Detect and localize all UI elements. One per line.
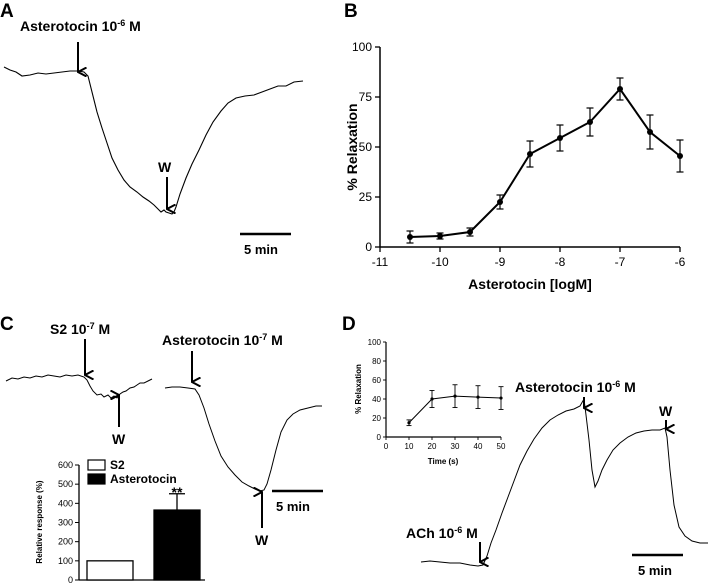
panel-d-inset-x-axis-title: Time (s) <box>428 457 459 466</box>
panel-c-bar <box>153 509 201 581</box>
panel-b-x-tick-label: -7 <box>615 255 626 269</box>
panel-d-scale-label: 5 min <box>638 563 672 578</box>
panel-d-inset-data-point <box>430 397 434 401</box>
panel-d-inset-y-axis-title: % Relaxation <box>354 364 363 414</box>
panel-b-data-point <box>407 234 413 240</box>
panel-c-label: C <box>0 314 14 335</box>
panel-d-inset-y-tick-label: 0 <box>377 433 382 442</box>
panel-b-y-tick-label: 50 <box>359 140 373 154</box>
panel-d: D Asterotocin 10-6 M W ACh 10-6 M 5 min … <box>342 314 708 578</box>
panel-c-drug-label: Asterotocin 10-7 M <box>162 332 283 348</box>
panel-b-x-tick-label: -11 <box>372 255 389 269</box>
panel-b-data-point <box>587 119 593 125</box>
panel-b-series-line <box>409 87 681 238</box>
panel-d-inset-y-ticks: 0 20 40 60 80 100 <box>368 338 386 442</box>
panel-b-label: B <box>344 1 358 22</box>
panel-d-inset-data-point <box>499 396 503 400</box>
panel-d-inset-x-tick-label: 30 <box>451 442 460 451</box>
panel-b-y-tick-label: 100 <box>352 40 372 54</box>
panel-b-x-tick-label: -9 <box>495 255 506 269</box>
panel-b-x-ticks: -11 -10 -9 -8 -7 -6 <box>372 247 686 269</box>
panel-d-inset-x-tick-label: 40 <box>474 442 483 451</box>
panel-c-bar-y-axis-title: Relative response (%) <box>35 480 44 563</box>
panel-b-data-point <box>497 199 503 205</box>
panel-c-bar-y-ticks: 0 100 200 300 400 500 600 <box>58 460 79 583</box>
panel-b-y-tick-label: 25 <box>359 190 373 204</box>
panel-b-y-tick-label: 0 <box>365 240 372 254</box>
panel-d-inset-x-tick-label: 10 <box>405 442 414 451</box>
panel-d-drug-label: Asterotocin 10-6 M <box>515 379 636 395</box>
panel-a-trace <box>3 66 304 215</box>
panel-d-wash-label: W <box>659 403 673 419</box>
panel-b-data-point <box>467 229 473 235</box>
panel-b-data-point <box>647 129 653 135</box>
panel-c: C S2 10-7 M W Asterotocin 10-7 M W 5 min… <box>0 314 323 583</box>
panel-c-legend-swatch-asterotocin <box>87 473 106 485</box>
panel-c-legend-s2: S2 <box>110 458 125 472</box>
panel-c-scale-label: 5 min <box>276 499 310 514</box>
panel-b: B 0 25 50 75 100 -11 -10 -9 -8 -7 -6 % Relaxation… <box>344 1 686 292</box>
panel-a: A Asterotocin 10-6 M W 5 min <box>0 1 304 257</box>
panel-c-drug-trace <box>164 386 322 492</box>
panel-b-x-tick-label: -10 <box>431 255 449 269</box>
panel-c-y-tick-label: 0 <box>68 575 73 583</box>
panel-d-inset-data-point <box>407 421 411 425</box>
panel-b-data-point <box>677 153 683 159</box>
panel-c-y-tick-label: 500 <box>58 479 73 489</box>
panel-c-y-tick-label: 300 <box>58 518 73 528</box>
panel-c-y-tick-label: 400 <box>58 498 73 508</box>
panel-d-inset-series <box>406 384 504 427</box>
panel-c-significance: ** <box>172 484 183 500</box>
panel-a-label: A <box>0 1 14 22</box>
panel-b-y-axis-title: % Relaxation <box>344 103 360 190</box>
panel-a-scale-label: 5 min <box>244 242 278 257</box>
panel-c-legend-swatch-s2 <box>87 459 106 471</box>
panel-d-inset-x-tick-label: 0 <box>384 442 389 451</box>
panel-d-inset-data-point <box>453 394 457 398</box>
panel-c-s2-trace <box>5 374 153 399</box>
panel-c-y-tick-label: 200 <box>58 537 73 547</box>
panel-b-data-point <box>557 135 563 141</box>
panel-b-y-ticks: 0 25 50 75 100 <box>352 40 380 254</box>
panel-d-inset-x-ticks: 0 10 20 30 40 50 <box>384 437 506 451</box>
panel-c-y-tick-label: 600 <box>58 460 73 470</box>
panel-d-inset-x-tick-label: 50 <box>497 442 506 451</box>
panel-b-x-tick-label: -6 <box>675 255 686 269</box>
panel-d-inset-y-tick-label: 100 <box>368 338 382 347</box>
panel-c-legend-asterotocin: Asterotocin <box>110 472 177 486</box>
panel-a-wash-label: W <box>158 159 172 175</box>
panel-d-inset-data-point <box>476 395 480 399</box>
panel-b-series <box>406 77 684 244</box>
panel-d-inset-y-tick-label: 40 <box>372 395 381 404</box>
panel-d-label: D <box>342 314 356 335</box>
panel-b-data-point <box>617 86 623 92</box>
panel-d-inset-y-tick-label: 80 <box>372 357 381 366</box>
panel-b-data-point <box>527 151 533 157</box>
panel-c-wash1-label: W <box>112 431 126 447</box>
panel-b-data-point <box>437 233 443 239</box>
panel-c-wash2-label: W <box>255 532 269 548</box>
panel-d-inset-y-tick-label: 20 <box>372 414 381 423</box>
panel-c-bar <box>86 560 134 581</box>
panel-c-y-tick-label: 100 <box>58 556 73 566</box>
panel-b-x-tick-label: -8 <box>555 255 566 269</box>
panel-a-drug-label: Asterotocin 10-6 M <box>20 18 141 34</box>
panel-d-inset-y-tick-label: 60 <box>372 376 381 385</box>
panel-b-x-axis-title: Asterotocin [logM] <box>468 276 592 292</box>
panel-b-y-tick-label: 75 <box>359 90 373 104</box>
panel-c-bars <box>86 493 201 581</box>
panel-d-ach-label: ACh 10-6 M <box>406 525 478 541</box>
panel-c-s2-label: S2 10-7 M <box>50 321 110 337</box>
panel-d-inset-x-tick-label: 20 <box>428 442 437 451</box>
